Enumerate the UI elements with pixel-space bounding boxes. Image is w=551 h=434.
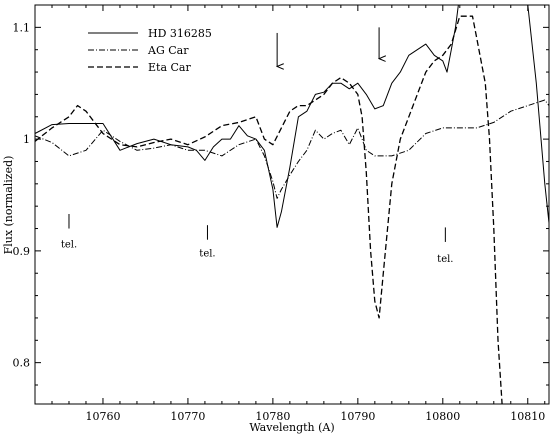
x-tick-label: 10810 [510,410,545,423]
series-layer [35,5,549,404]
series-line-ag-car [35,99,549,199]
x-axis-label: Wavelength (A) [249,421,334,434]
legend-label-hd316285: HD 316285 [148,27,212,40]
x-tick-label: 10770 [170,410,205,423]
y-tick-label: 1 [23,133,30,146]
x-tick-label: 10760 [85,410,120,423]
x-tick-label: 10790 [340,410,375,423]
y-tick-label: 0.8 [13,357,31,370]
series-line-eta-car [35,15,503,404]
legend-label-ag-car: AG Car [147,44,189,57]
y-tick-label: 1.1 [13,21,31,34]
y-axis-label: Flux (normalized) [2,156,15,255]
annotations-layer: tel. tel. tel. [61,27,454,265]
series-line-hd-316285 [35,5,549,228]
legend: HD 316285 AG Car Eta Car [88,27,212,74]
x-tick-label: 10780 [255,410,290,423]
telluric-label: tel. [437,254,453,265]
telluric-label: tel. [61,240,77,251]
legend-label-eta-car: Eta Car [148,61,191,74]
telluric-label: tel. [199,248,215,259]
x-tick-label: 10800 [425,410,460,423]
ticks-layer: 10760 10770 10780 10790 10800 10810 0.8 0.9 1 1.1 [13,4,549,423]
y-tick-label: 0.9 [13,245,31,258]
plot-frame [34,4,550,405]
